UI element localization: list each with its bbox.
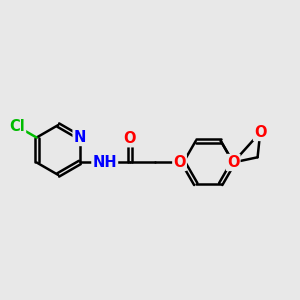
Text: O: O [227,155,239,170]
Text: O: O [123,131,136,146]
Text: NH: NH [92,155,117,170]
Text: N: N [74,130,86,145]
Text: O: O [254,125,266,140]
Text: O: O [173,155,186,170]
Text: Cl: Cl [9,119,25,134]
